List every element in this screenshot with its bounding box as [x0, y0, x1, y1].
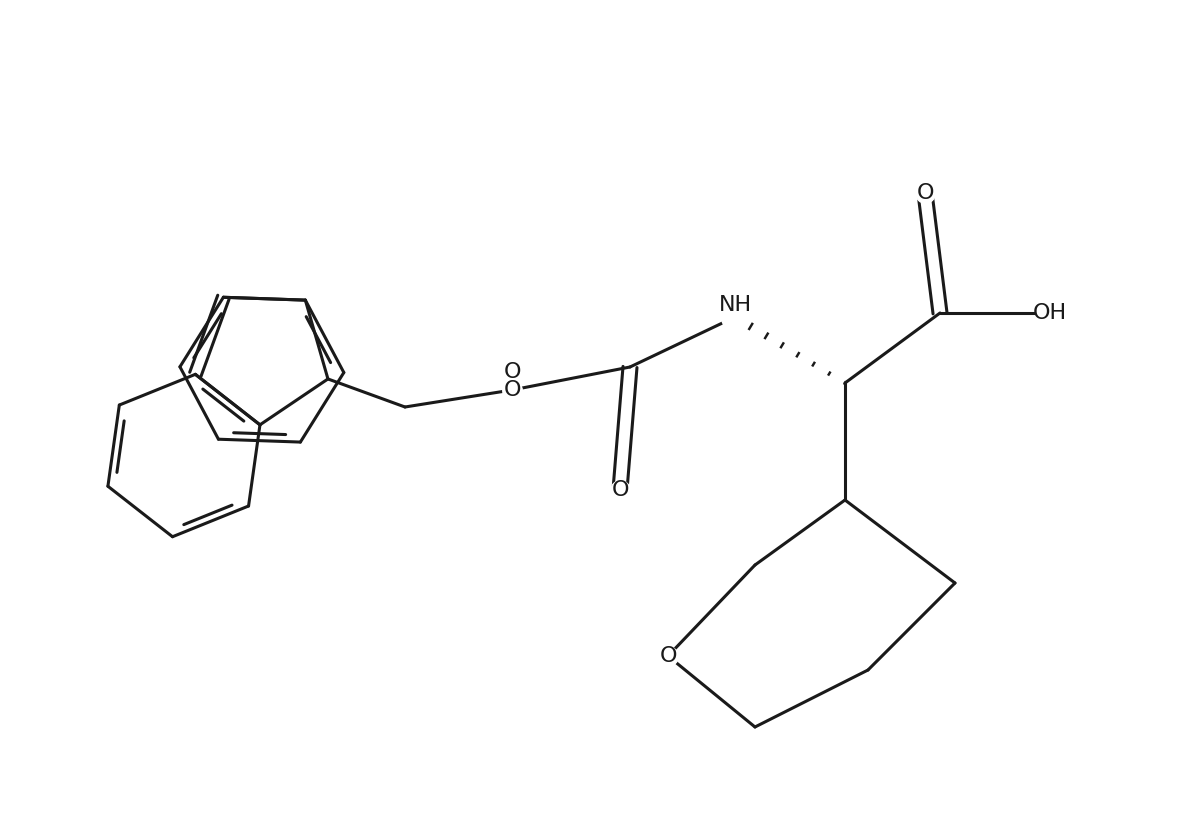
Text: NH: NH [719, 295, 752, 315]
Text: OH: OH [1033, 303, 1067, 323]
Text: O: O [660, 646, 677, 666]
Text: O: O [916, 183, 934, 203]
Text: O: O [504, 380, 521, 400]
Text: O: O [504, 362, 521, 382]
Text: O: O [611, 480, 629, 500]
